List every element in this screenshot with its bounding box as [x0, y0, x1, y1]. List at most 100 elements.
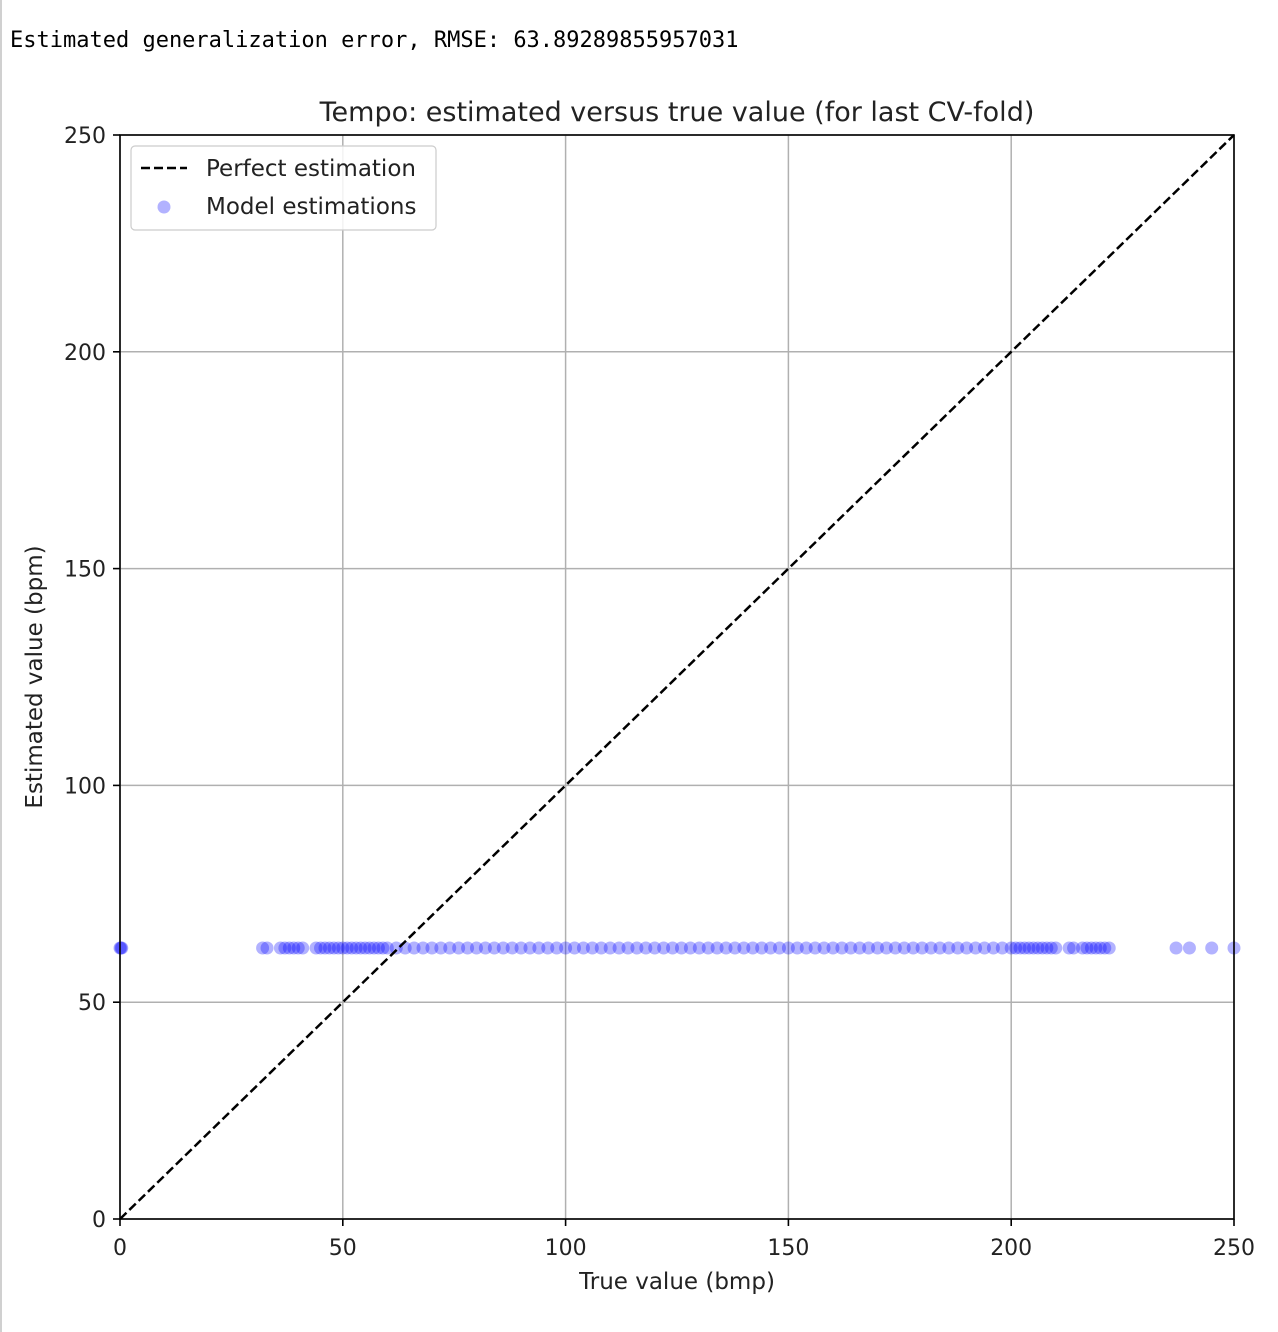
model-estimation-point-43 — [523, 941, 537, 955]
model-estimation-point-5 — [273, 941, 287, 955]
model-estimation-point-76 — [817, 941, 831, 955]
y-tick-label-0: 0 — [92, 1208, 106, 1233]
model-estimation-point-30 — [407, 941, 421, 955]
x-tick-label-200: 200 — [990, 1236, 1032, 1261]
legend-label-perfect-estimation: Perfect estimation — [206, 156, 416, 182]
model-estimation-point-40 — [496, 941, 510, 955]
model-estimation-point-71 — [772, 941, 786, 955]
legend-point-swatch — [157, 200, 171, 214]
x-tick-label-0: 0 — [113, 1236, 127, 1261]
model-estimation-point-95 — [986, 941, 1000, 955]
model-estimation-point-100 — [1018, 941, 1032, 955]
model-estimation-point-13 — [318, 941, 332, 955]
model-estimation-point-42 — [514, 941, 528, 955]
model-estimation-point-115 — [1098, 941, 1112, 955]
model-estimation-point-84 — [888, 941, 902, 955]
model-estimation-point-25 — [371, 941, 385, 955]
x-tick-label-100: 100 — [545, 1236, 587, 1261]
model-estimation-point-15 — [327, 941, 341, 955]
y-tick-label-250: 250 — [64, 124, 106, 149]
model-estimation-point-61 — [683, 941, 697, 955]
model-estimation-point-74 — [799, 941, 813, 955]
model-estimation-point-64 — [710, 941, 724, 955]
model-estimation-point-87 — [915, 941, 929, 955]
model-estimation-point-101 — [1022, 941, 1036, 955]
plot-frame — [119, 134, 1235, 1220]
model-estimation-point-3 — [256, 941, 270, 955]
model-estimation-point-113 — [1089, 941, 1103, 955]
model-estimation-point-44 — [532, 941, 546, 955]
model-estimation-point-104 — [1035, 941, 1049, 955]
model-estimation-point-99 — [1013, 941, 1027, 955]
x-tick-label-150: 150 — [767, 1236, 809, 1261]
model-estimation-point-20 — [349, 941, 363, 955]
legend: Perfect estimation Model estimations — [130, 145, 437, 231]
model-estimation-point-80 — [853, 941, 867, 955]
legend-box — [130, 145, 437, 231]
model-estimation-point-53 — [612, 941, 626, 955]
model-estimation-point-18 — [340, 941, 354, 955]
model-estimation-point-17 — [336, 941, 350, 955]
model-estimation-point-23 — [363, 941, 377, 955]
model-estimation-point-12 — [314, 941, 328, 955]
model-estimation-point-93 — [969, 941, 983, 955]
model-estimation-point-91 — [951, 941, 965, 955]
model-estimation-point-51 — [594, 941, 608, 955]
model-estimation-point-112 — [1084, 941, 1098, 955]
model-estimation-point-68 — [746, 941, 760, 955]
model-estimation-point-55 — [630, 941, 644, 955]
model-estimation-point-14 — [322, 941, 336, 955]
model-estimation-point-28 — [389, 941, 403, 955]
model-estimation-point-32 — [425, 941, 439, 955]
model-estimation-point-88 — [924, 941, 938, 955]
model-estimation-point-66 — [728, 941, 742, 955]
model-estimation-point-56 — [639, 941, 653, 955]
model-estimation-point-34 — [443, 941, 457, 955]
model-estimation-point-50 — [585, 941, 599, 955]
x-tick-label-250: 250 — [1213, 1236, 1255, 1261]
model-estimation-point-90 — [942, 941, 956, 955]
model-estimation-point-72 — [781, 941, 795, 955]
chart-title: Tempo: estimated versus true value (for … — [319, 97, 1035, 128]
model-estimation-point-37 — [469, 941, 483, 955]
model-estimation-point-77 — [826, 941, 840, 955]
model-estimation-point-57 — [648, 941, 662, 955]
model-estimation-point-65 — [719, 941, 733, 955]
rmse-output-text: Estimated generalization error, RMSE: 63… — [10, 28, 739, 53]
model-estimation-point-33 — [434, 941, 448, 955]
model-estimation-point-45 — [541, 941, 555, 955]
model-estimation-point-97 — [1004, 941, 1018, 955]
model-estimation-point-47 — [559, 941, 573, 955]
model-estimation-point-9 — [291, 941, 305, 955]
model-estimation-point-110 — [1075, 941, 1089, 955]
model-estimation-point-67 — [737, 941, 751, 955]
x-tick-label-50: 50 — [329, 1236, 357, 1261]
model-estimation-point-8 — [287, 941, 301, 955]
model-estimation-point-10 — [296, 941, 310, 955]
model-estimation-point-98 — [1009, 941, 1023, 955]
model-estimation-point-83 — [879, 941, 893, 955]
model-estimation-point-94 — [977, 941, 991, 955]
y-tick-label-50: 50 — [78, 991, 106, 1016]
model-estimation-point-1 — [114, 941, 128, 955]
model-estimation-point-24 — [367, 941, 381, 955]
model-estimation-point-38 — [478, 941, 492, 955]
model-estimation-point-118 — [1182, 941, 1196, 955]
model-estimation-point-7 — [282, 941, 296, 955]
model-estimation-point-103 — [1031, 941, 1045, 955]
model-estimation-point-16 — [331, 941, 345, 955]
y-tick-label-150: 150 — [64, 558, 106, 583]
model-estimation-point-107 — [1049, 941, 1063, 955]
model-estimation-point-6 — [278, 941, 292, 955]
model-estimation-point-22 — [358, 941, 372, 955]
model-estimation-point-46 — [550, 941, 564, 955]
model-estimation-point-96 — [995, 941, 1009, 955]
model-estimation-point-85 — [897, 941, 911, 955]
model-estimation-point-36 — [461, 941, 475, 955]
perfect-estimation-line — [119, 134, 1235, 1220]
model-estimation-point-27 — [380, 941, 394, 955]
model-estimation-point-106 — [1044, 941, 1058, 955]
legend-label-model-estimations: Model estimations — [206, 194, 416, 220]
model-estimation-point-39 — [487, 941, 501, 955]
